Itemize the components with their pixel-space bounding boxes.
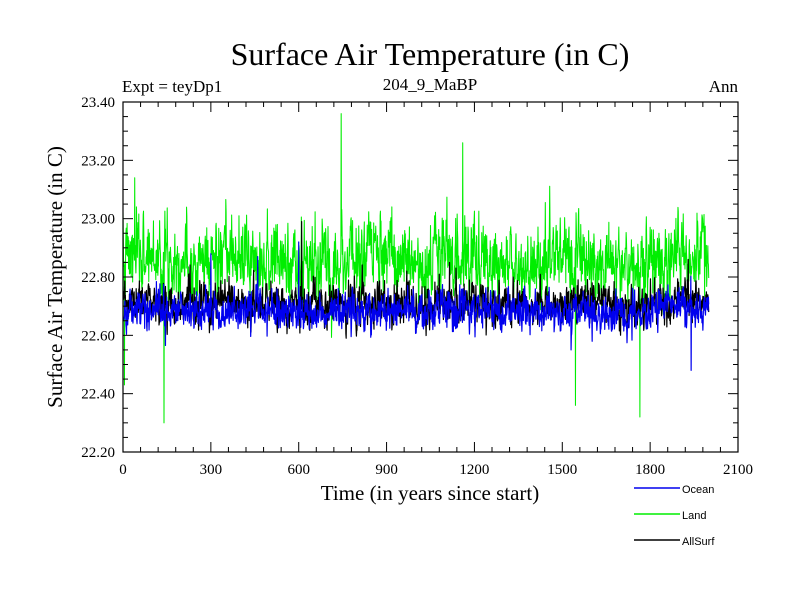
- legend-label-land: Land: [682, 510, 706, 522]
- legend-label-ocean: Ocean: [682, 484, 714, 496]
- legend-item-ocean: Ocean: [634, 484, 714, 496]
- x-axis-label: Time (in years since start): [321, 481, 540, 505]
- plot-area: [122, 101, 739, 453]
- legend: Ocean Land AllSurf: [634, 484, 715, 548]
- x-tick-label: 1500: [547, 462, 577, 478]
- x-tick-label: 2100: [723, 462, 753, 478]
- y-tick-label: 23.20: [81, 153, 115, 169]
- series-group: [123, 113, 710, 424]
- experiment-label: Expt = teyDp1: [122, 77, 222, 96]
- legend-item-allsurf: AllSurf: [634, 536, 715, 548]
- x-tick-label: 300: [200, 462, 223, 478]
- x-tick-label: 600: [287, 462, 310, 478]
- chart-subtitle: 204_9_MaBP: [383, 75, 477, 94]
- axis-ticks: [122, 101, 739, 453]
- y-tick-label: 22.60: [81, 328, 115, 344]
- y-tick-label: 22.80: [81, 270, 115, 286]
- chart-title: Surface Air Temperature (in C): [231, 36, 630, 72]
- x-tick-label: 900: [375, 462, 398, 478]
- y-tick-label: 22.40: [81, 387, 115, 403]
- y-tick-label: 23.00: [81, 212, 115, 228]
- y-tick-label: 22.20: [81, 445, 115, 461]
- season-label: Ann: [709, 77, 739, 96]
- x-tick-label: 1800: [635, 462, 665, 478]
- legend-label-allsurf: AllSurf: [682, 536, 715, 548]
- y-axis-label: Surface Air Temperature (in C): [43, 146, 67, 408]
- tick-labels: 0 300 600 900 1200 1500 1800 2100 22.20 22.40 22.6…: [81, 95, 753, 478]
- y-tick-label: 23.40: [81, 95, 115, 111]
- x-tick-label: 0: [119, 462, 127, 478]
- x-tick-label: 1200: [459, 462, 489, 478]
- legend-item-land: Land: [634, 510, 706, 522]
- series-line-ocean: [123, 241, 710, 371]
- series-line-land: [123, 113, 710, 424]
